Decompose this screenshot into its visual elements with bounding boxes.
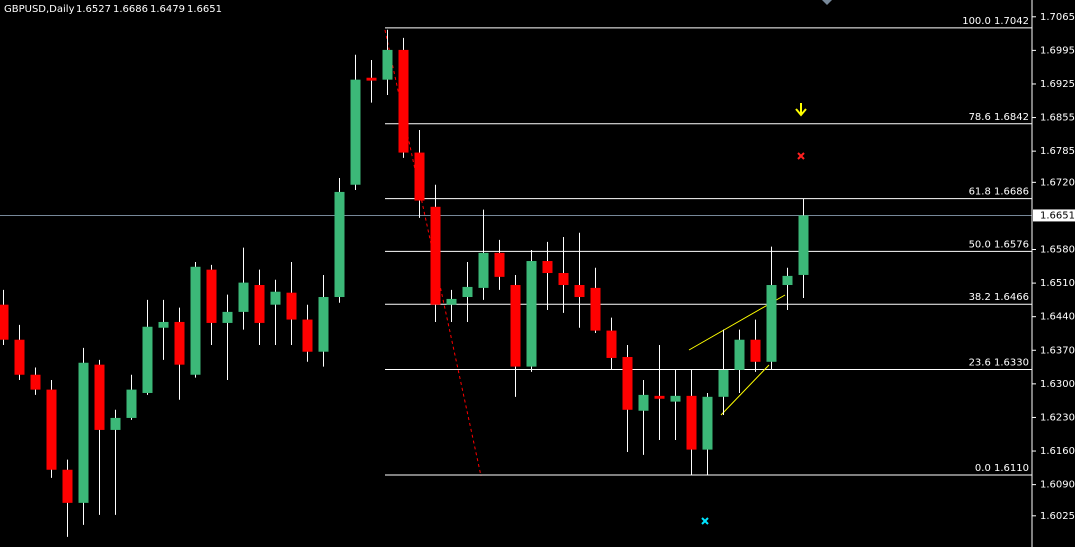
candle-body [174,321,185,365]
trend-line [720,364,770,416]
y-tick-label: 1.6090 [1040,480,1075,491]
candle-body [670,395,681,402]
candle-body [110,417,121,430]
candle-body [654,395,665,399]
candle-body [750,339,761,362]
candle-body [382,49,393,80]
candle-body [190,266,201,375]
fib-level-label: 100.0 1.7042 [962,16,1029,27]
candle-body [782,275,793,286]
candle-body [606,330,617,358]
cross-stroke [797,152,805,160]
y-tick-label: 1.6580 [1040,245,1075,256]
chart-title: GBPUSD,Daily [4,4,75,15]
candle-body [542,261,553,274]
scroll-marker [822,0,832,5]
candle-body [414,152,425,201]
y-tick-label: 1.7065 [1040,12,1075,23]
header-open: 1.6527 [76,4,111,15]
candle-body [734,339,745,370]
y-tick-label: 1.6160 [1040,446,1075,457]
y-tick-label: 1.6925 [1040,79,1075,90]
candle-body [94,364,105,430]
y-tick-label: 1.6440 [1040,312,1075,323]
candle-body [798,215,809,275]
candle-body [302,319,313,352]
candle-body [30,374,41,390]
candle-body [430,206,441,305]
candle-body [126,389,137,418]
y-tick-label: 1.6230 [1040,412,1075,423]
down-arrow-signal [795,103,807,117]
candle-body [350,79,361,185]
arrow-head [795,108,807,117]
candle-body [494,252,505,277]
fib-level-label: 50.0 1.6576 [969,239,1029,250]
y-tick-label: 1.6785 [1040,146,1075,157]
candles [0,29,809,537]
candle-body [462,286,473,298]
candle-body [286,292,297,320]
candle-body [222,311,233,323]
candle-body [238,282,249,312]
candle-body [206,269,217,323]
candle-body [478,252,489,288]
fib-level-label: 38.2 1.6466 [969,292,1029,303]
candle-body [702,396,713,450]
candle-body [318,297,329,352]
header-close: 1.6651 [187,4,222,15]
candle-body [510,285,521,367]
header-low: 1.6479 [150,4,185,15]
y-tick-label: 1.6370 [1040,345,1075,356]
candle-body [686,395,697,450]
candle-body [254,285,265,323]
candle-body [622,356,633,410]
candle-body [398,49,409,153]
fib-level-label: 23.6 1.6330 [969,357,1029,368]
candle-body [46,389,57,470]
candle-body [526,261,537,367]
candle-body [142,326,153,393]
candle-body [574,285,585,298]
candle-body [558,273,569,286]
y-tick-label: 1.6025 [1040,511,1075,522]
current-price-box [1033,209,1075,222]
candle-body [718,369,729,397]
candle-body [158,321,169,328]
candle-body [366,77,377,81]
red-cross-signal [797,152,805,160]
candle-body [446,298,457,305]
candle-body [0,304,9,340]
candle-body [78,362,89,503]
candle-body [590,287,601,331]
y-tick-label: 1.6300 [1040,379,1075,390]
cross-stroke [701,517,709,525]
fib-level-label: 61.8 1.6686 [969,187,1029,198]
candle-body [638,394,649,411]
price-axis-labels: 1.7065 1.6995 1.6925 1.6855 1.6785 1.6720 1.65… [1032,12,1075,522]
header-high: 1.6686 [113,4,148,15]
current-price-label: 1.6651 [1040,210,1075,221]
candle-body [14,339,25,375]
fib-level-label: 78.6 1.6842 [969,112,1029,123]
fib-level-label: 0.0 1.6110 [975,463,1029,474]
grid-layer: 100.0 1.7042 78.6 1.6842 61.8 1.6686 50.0 1… [0,16,1032,476]
candle-body [62,469,73,503]
candle-body [334,191,345,298]
y-tick-label: 1.6995 [1040,45,1075,56]
candle-body [270,291,281,305]
y-tick-label: 1.6510 [1040,278,1075,289]
candle-body [766,285,777,362]
y-tick-label: 1.6720 [1040,177,1075,188]
cyan-cross-signal [701,517,709,525]
y-tick-label: 1.6855 [1040,113,1075,124]
